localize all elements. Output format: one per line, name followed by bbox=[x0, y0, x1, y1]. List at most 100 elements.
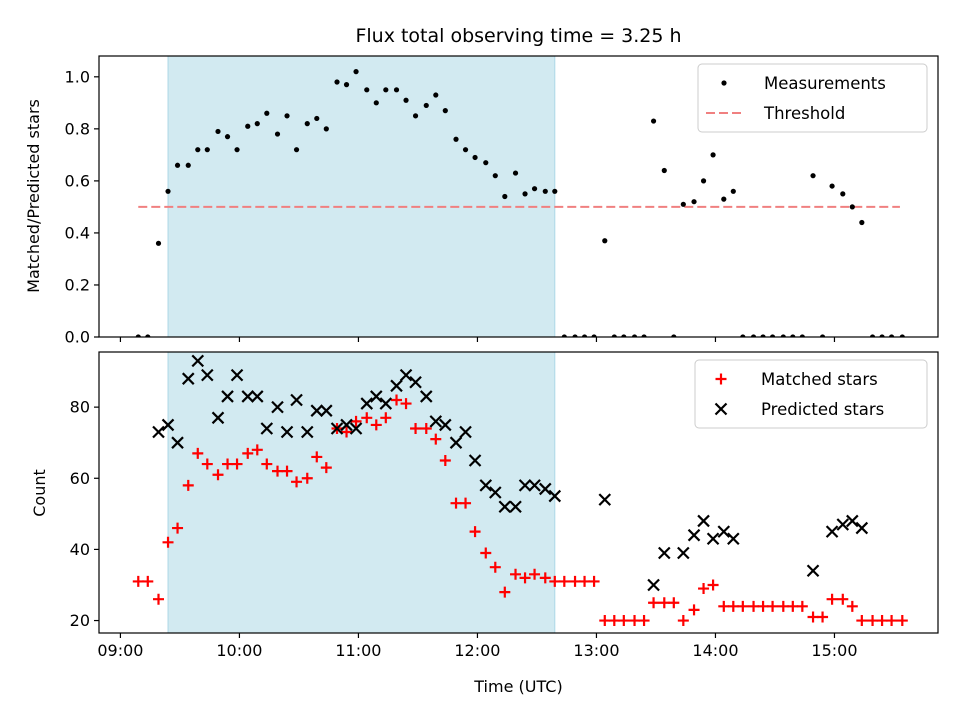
predicted-stars-point bbox=[379, 397, 393, 410]
matched-stars-point bbox=[380, 412, 392, 424]
measurement-point bbox=[888, 334, 895, 337]
measurement-point bbox=[661, 167, 667, 174]
predicted-stars-point bbox=[221, 390, 234, 403]
measurement-point bbox=[740, 334, 746, 337]
matched-stars-point bbox=[212, 469, 224, 481]
predicted-stars-point bbox=[271, 400, 284, 414]
predicted-stars-point bbox=[152, 425, 165, 439]
measurement-point bbox=[423, 102, 429, 109]
x-tick-label: 09:00 bbox=[97, 641, 143, 660]
predicted-stars-point bbox=[836, 518, 850, 531]
matched-stars-point bbox=[469, 526, 481, 538]
matched-stars-point bbox=[222, 458, 234, 470]
matched-stars-point bbox=[748, 600, 760, 612]
measurement-point bbox=[602, 238, 608, 244]
measurement-point bbox=[769, 334, 776, 337]
measurement-point bbox=[234, 147, 240, 153]
matched-stars-point bbox=[350, 415, 362, 427]
matched-stars-point bbox=[677, 615, 689, 627]
measurement-point bbox=[314, 115, 320, 122]
measurement-point bbox=[195, 147, 201, 153]
measurement-point bbox=[810, 173, 816, 179]
measurement-point bbox=[155, 240, 162, 246]
matched-stars-point bbox=[301, 472, 313, 484]
measurement-point bbox=[710, 152, 716, 158]
predicted-stars-point bbox=[439, 418, 452, 432]
matched-stars-point bbox=[341, 426, 353, 438]
measurement-point bbox=[373, 100, 379, 106]
top-chart-title: Flux total observing time = 3.25 h bbox=[355, 25, 681, 47]
measurement-point bbox=[492, 173, 498, 179]
measurement-point bbox=[343, 82, 350, 88]
matched-stars-point bbox=[807, 611, 819, 623]
matched-stars-point bbox=[272, 465, 284, 477]
predicted-stars-point bbox=[191, 354, 205, 368]
predicted-stars-point bbox=[429, 415, 443, 428]
matched-stars-point bbox=[460, 497, 472, 509]
measurement-point bbox=[174, 162, 181, 168]
predicted-stars-point bbox=[697, 514, 710, 528]
measurement-point bbox=[502, 193, 508, 200]
bottom-plot-area bbox=[132, 352, 908, 633]
x-tick-label: 13:00 bbox=[573, 641, 619, 660]
predicted-stars-point bbox=[320, 404, 333, 417]
measurement-point bbox=[215, 128, 221, 135]
top-y-tick-label: 0.8 bbox=[65, 119, 90, 138]
measurement-point bbox=[799, 334, 805, 337]
matched-stars-point bbox=[718, 600, 730, 612]
measurement-point bbox=[224, 134, 231, 140]
predicted-stars-point bbox=[459, 425, 472, 439]
top-y-tick-label: 0.2 bbox=[65, 275, 90, 294]
predicted-stars-point bbox=[181, 372, 195, 385]
predicted-stars-point bbox=[479, 479, 493, 492]
predicted-stars-point bbox=[498, 500, 512, 514]
measurement-point bbox=[274, 131, 281, 137]
measurement-point bbox=[829, 183, 835, 189]
measurement-point bbox=[323, 126, 329, 132]
matched-stars-point bbox=[539, 572, 551, 584]
measurement-point bbox=[512, 170, 519, 176]
x-tick-label: 10:00 bbox=[216, 641, 262, 660]
measurement-point bbox=[621, 334, 627, 337]
predicted-stars-point bbox=[449, 436, 463, 449]
measurement-point bbox=[364, 87, 370, 93]
matched-stars-point bbox=[192, 447, 204, 459]
predicted-stars-point bbox=[161, 418, 175, 432]
predicted-stars-point bbox=[230, 368, 244, 382]
matched-stars-point bbox=[727, 600, 739, 612]
predicted-stars-point bbox=[806, 564, 820, 578]
measurement-point bbox=[859, 219, 865, 226]
matched-stars-point bbox=[599, 615, 611, 627]
matched-stars-point bbox=[261, 458, 273, 470]
matched-stars-point bbox=[837, 593, 849, 605]
predicted-stars-point bbox=[171, 436, 184, 449]
measurement-point bbox=[165, 188, 171, 194]
measurement-point bbox=[304, 121, 310, 127]
predicted-stars-point bbox=[349, 422, 363, 435]
top-y-tick-label: 0.6 bbox=[65, 171, 90, 190]
matched-stars-point bbox=[391, 394, 403, 406]
matched-stars-point bbox=[291, 476, 303, 488]
measurement-point bbox=[680, 201, 686, 207]
bottom-y-tick-label: 20 bbox=[70, 611, 90, 630]
measurement-point bbox=[790, 334, 796, 337]
measurement-point bbox=[691, 199, 697, 205]
predicted-stars-point bbox=[489, 486, 502, 499]
predicted-stars-point bbox=[310, 404, 324, 417]
measurement-point bbox=[641, 334, 647, 337]
bottom-y-axis-label: Count bbox=[30, 469, 49, 517]
matched-stars-point bbox=[767, 600, 779, 612]
matched-stars-point bbox=[480, 547, 492, 559]
matched-stars-point bbox=[311, 451, 323, 463]
measurement-point bbox=[412, 113, 419, 119]
legend-entry-label: Predicted stars bbox=[761, 400, 884, 419]
measurement-point bbox=[453, 136, 459, 142]
measurement-point bbox=[611, 334, 617, 337]
measurement-point bbox=[442, 108, 448, 114]
measurement-point bbox=[245, 123, 251, 129]
predicted-stars-point bbox=[518, 479, 532, 492]
matched-stars-point bbox=[420, 422, 432, 434]
legend-entry-label: Threshold bbox=[763, 104, 845, 123]
predicted-stars-point bbox=[201, 368, 214, 382]
matched-stars-point bbox=[688, 604, 700, 616]
